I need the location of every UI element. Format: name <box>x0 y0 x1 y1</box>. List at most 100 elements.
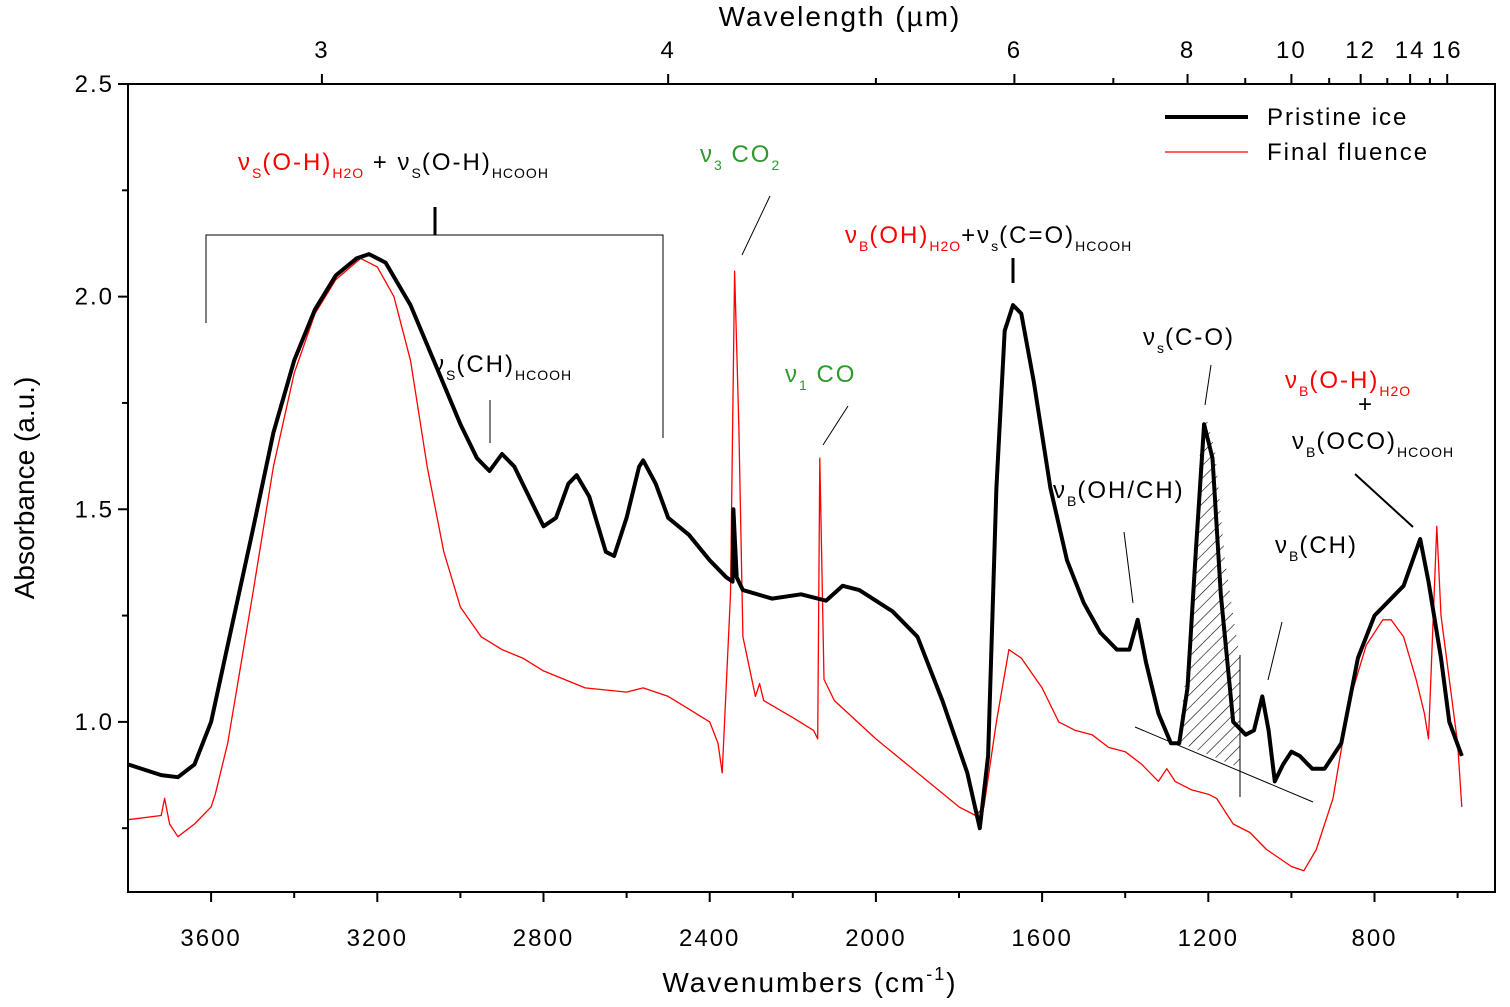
spectrum-line <box>127 252 1464 831</box>
annotation-part: (C-O) <box>1165 324 1235 351</box>
annotation: νB(O-H)H2O <box>1285 367 1411 399</box>
y-tick-label: 1.0 <box>75 709 114 736</box>
annotation-part: s <box>991 238 999 254</box>
annotation-part: (C=O) <box>999 222 1075 249</box>
annotation-part: ν <box>238 149 252 176</box>
leader-line <box>1204 364 1212 406</box>
annotation-part: ν <box>1143 324 1157 351</box>
annotation-part: s <box>1157 340 1165 356</box>
y-tick-label: 2.0 <box>75 284 114 311</box>
x-axis-label: Wavenumbers (cm-1) <box>662 964 957 998</box>
annotation: νS(CH)HCOOH <box>432 351 572 383</box>
annotation-part: B <box>1306 444 1316 460</box>
annotation: νB(OCO)HCOOH <box>1292 428 1454 460</box>
annotation-part: H2O <box>332 165 364 181</box>
annotation-part: (CH) <box>1299 532 1358 559</box>
leader-line <box>822 405 849 446</box>
annotation-part: S <box>252 165 262 181</box>
plot-frame <box>127 83 1496 893</box>
leader-line <box>741 195 771 256</box>
annotation-part: ν <box>1285 367 1299 394</box>
annotation-part: ν <box>1053 477 1067 504</box>
annotation-part: S <box>446 367 456 383</box>
bracket <box>205 234 664 438</box>
annotation-part: B <box>1289 548 1299 564</box>
leader-line <box>1267 621 1283 681</box>
annotation-part: + <box>364 149 397 176</box>
y-tick-label: 2.5 <box>75 71 114 98</box>
baseline <box>1134 726 1314 803</box>
annotation: νs(C-O) <box>1143 324 1235 356</box>
annotation-part: B <box>1299 383 1309 399</box>
annotation-part: ν <box>1292 428 1306 455</box>
annotation-part: (O-H) <box>262 149 332 176</box>
annotation-part: CO <box>808 361 857 388</box>
annotation: νB(OH)H2O+νs(C=O)HCOOH <box>845 222 1132 254</box>
annotation-part: ν <box>1275 532 1289 559</box>
x-tick-label: 2000 <box>845 925 906 952</box>
annotation-part: CO <box>723 141 772 168</box>
annotation-part: HCOOH <box>492 165 549 181</box>
x-tick-label: 2400 <box>679 925 740 952</box>
annotation-part: B <box>859 238 869 254</box>
x2-tick-label: 8 <box>1180 37 1195 64</box>
x2-tick-label: 14 <box>1395 37 1426 64</box>
y-tick-label: 1.5 <box>75 496 114 523</box>
spectrum-line <box>127 257 1463 872</box>
annotation-part: ν <box>845 222 859 249</box>
annotation-part: HCOOH <box>1075 238 1132 254</box>
annotation: νB(CH) <box>1275 532 1358 564</box>
x-axis-label-part: ) <box>946 967 957 998</box>
x2-tick-label: 10 <box>1276 37 1307 64</box>
annotation-part: + <box>961 222 977 249</box>
annotation-part: (CH) <box>456 351 515 378</box>
annotation: + <box>1358 391 1374 418</box>
x-tick-label: 3600 <box>180 925 241 952</box>
annotation-part: (OH) <box>869 222 929 249</box>
decorations <box>205 195 1414 803</box>
annotation-part: ν <box>397 149 411 176</box>
leader-line <box>1123 531 1134 604</box>
y-axis-label: Absorbance (a.u.) <box>9 377 40 600</box>
annotation-part: ν <box>785 361 799 388</box>
annotation: ν1 CO <box>785 361 856 393</box>
x-tick-label: 2800 <box>513 925 574 952</box>
x2-axis-label: Wavelength (µm) <box>719 1 962 32</box>
x2-tick-label: 6 <box>1007 37 1022 64</box>
annotation: ν3 CO2 <box>700 141 780 173</box>
legend-label: Pristine ice <box>1267 104 1408 131</box>
annotation-part: + <box>1358 391 1374 418</box>
x2-tick-label: 3 <box>314 37 329 64</box>
annotation-part: (O-H) <box>1309 367 1379 394</box>
x-axis-label-part: -1 <box>926 964 946 984</box>
hatched-area <box>1178 420 1240 768</box>
annotation-part: 3 <box>714 157 723 173</box>
x-axis-label-part: Wavenumbers (cm <box>662 967 926 998</box>
x2-tick-label: 4 <box>660 37 675 64</box>
annotation-part: ν <box>432 351 446 378</box>
annotation-part: ν <box>700 141 714 168</box>
annotation-part: 1 <box>799 377 808 393</box>
leader-line <box>1354 473 1414 528</box>
x-tick-label: 800 <box>1351 925 1397 952</box>
x-tick-label: 1200 <box>1178 925 1239 952</box>
annotation-part: (O-H) <box>422 149 492 176</box>
annotation-part: HCOOH <box>1397 444 1454 460</box>
x2-tick-label: 12 <box>1345 37 1376 64</box>
annotation-part: 2 <box>771 157 780 173</box>
annotation-part: HCOOH <box>515 367 572 383</box>
annotation-part: (OCO) <box>1316 428 1397 455</box>
annotation-part: S <box>411 165 421 181</box>
annotation-part: (OH/CH) <box>1077 477 1184 504</box>
x-tick-label: 3200 <box>347 925 408 952</box>
annotation-part: B <box>1067 493 1077 509</box>
annotation-part: ν <box>977 222 991 249</box>
annotation-part: H2O <box>929 238 961 254</box>
annotation: νS(O-H)H2O + νS(O-H)HCOOH <box>238 149 549 181</box>
annotation-part: H2O <box>1379 383 1411 399</box>
plot-area <box>127 252 1464 872</box>
x-tick-label: 1600 <box>1011 925 1072 952</box>
x2-tick-label: 16 <box>1432 37 1463 64</box>
legend-label: Final fluence <box>1267 139 1429 166</box>
